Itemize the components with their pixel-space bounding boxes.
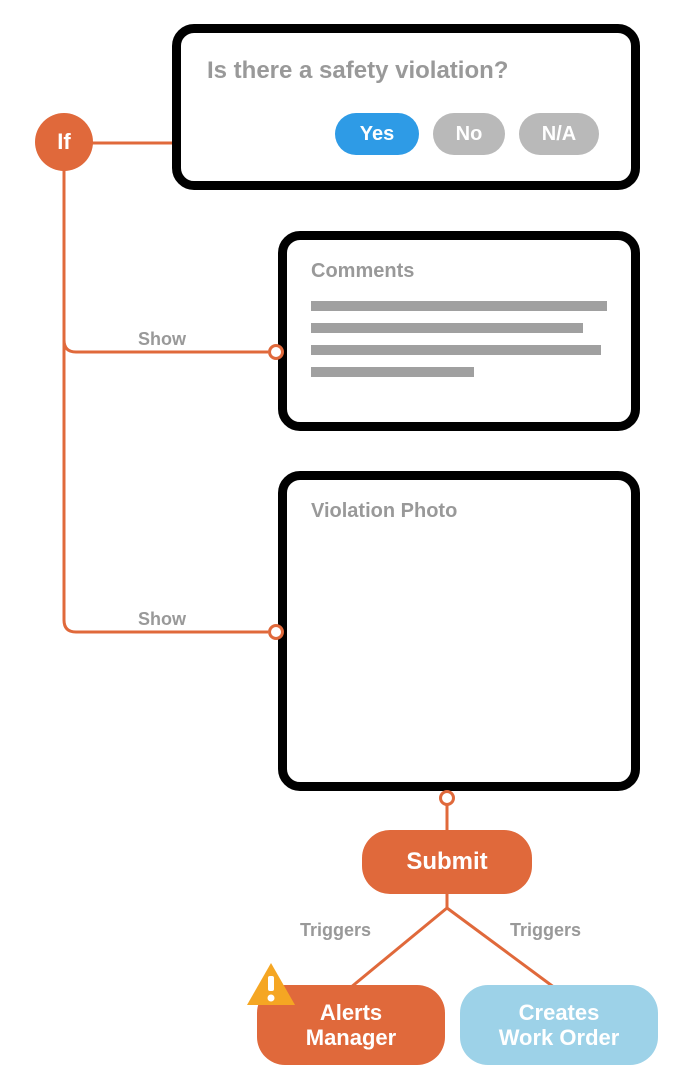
option-no[interactable]: No [433, 113, 505, 155]
creates-work-order-node: Creates Work Order [460, 985, 658, 1065]
connector-dot-submit-top [439, 790, 455, 806]
warning-icon [244, 960, 298, 1008]
question-card: Is there a safety violation? Yes No N/A [172, 24, 640, 190]
connector-dot-photo [268, 624, 284, 640]
connector-dot-comments [268, 344, 284, 360]
show-label-1: Show [138, 329, 186, 350]
option-yes[interactable]: Yes [335, 113, 419, 155]
comments-title: Comments [311, 260, 607, 283]
if-label: If [57, 129, 70, 155]
comments-card: Comments [278, 231, 640, 431]
if-node: If [35, 113, 93, 171]
submit-button[interactable]: Submit [362, 830, 532, 894]
triggers-right-label: Triggers [510, 920, 581, 941]
show-label-2: Show [138, 609, 186, 630]
triggers-left-label: Triggers [300, 920, 371, 941]
comments-body [311, 301, 607, 377]
option-na[interactable]: N/A [519, 113, 599, 155]
photo-title: Violation Photo [311, 500, 607, 523]
photo-card: Violation Photo [278, 471, 640, 791]
question-title: Is there a safety violation? [207, 57, 605, 85]
